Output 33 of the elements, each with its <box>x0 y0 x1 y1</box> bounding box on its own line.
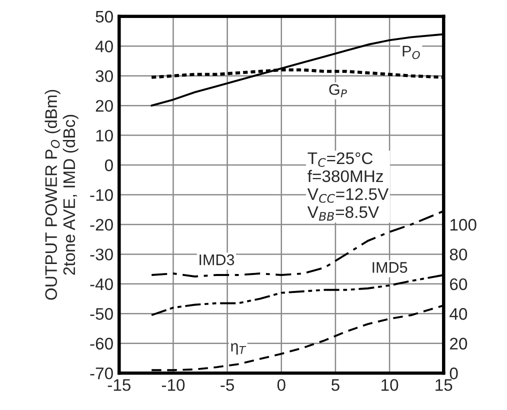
y-axis-title: OUTPUT POWER P$_{O}$ (dBm) 2tone AVE, IMD (dBc) <box>44 90 78 300</box>
y-tick-label: 50 <box>96 10 113 23</box>
x-tick-label: 5 <box>332 379 340 391</box>
y-tick-label: 30 <box>96 70 113 82</box>
y2-tick-label: 80 <box>450 248 468 260</box>
x-tick-label: 15 <box>436 379 452 391</box>
y-tick-label: 20 <box>96 100 113 112</box>
y2-tick-label: 100 <box>450 218 476 231</box>
text: T$_{C}$=25°C f=380MHz V$_{CC}$=12.5V V$_{BB}$=8.5V <box>307 152 389 221</box>
y-tick-label: -40 <box>90 278 113 290</box>
y-tick-label: -30 <box>90 248 113 260</box>
series-label: G$_{P}$ <box>329 84 347 98</box>
y-tick-label: -50 <box>90 308 113 320</box>
x-tick-label: -15 <box>108 379 130 391</box>
y2-tick-label: 60 <box>450 278 468 290</box>
series-label: IMD5 <box>372 262 408 273</box>
series-label: IMD3 <box>200 254 234 266</box>
y2-tick-label: 40 <box>450 308 468 320</box>
y-tick-label: -70 <box>90 368 113 380</box>
series-label: η$_{T}$ <box>231 343 246 355</box>
y-tick-label: -10 <box>90 189 113 201</box>
x-tick-label: -10 <box>162 379 185 391</box>
y-tick-label: 10 <box>96 130 113 142</box>
x-tick-label: -5 <box>220 379 234 391</box>
x-tick-label: 0 <box>277 379 286 391</box>
y-tick-label: 0 <box>104 159 113 172</box>
y-tick-label: 40 <box>95 40 113 52</box>
series-label: P$_{O}$ <box>402 46 420 60</box>
x-tick-label: 10 <box>382 379 398 391</box>
y-tick-label: -60 <box>90 338 113 350</box>
y2-tick-label: 20 <box>450 338 468 350</box>
y2-tick-label: 0 <box>450 368 458 380</box>
y-tick-label: -20 <box>90 218 113 231</box>
